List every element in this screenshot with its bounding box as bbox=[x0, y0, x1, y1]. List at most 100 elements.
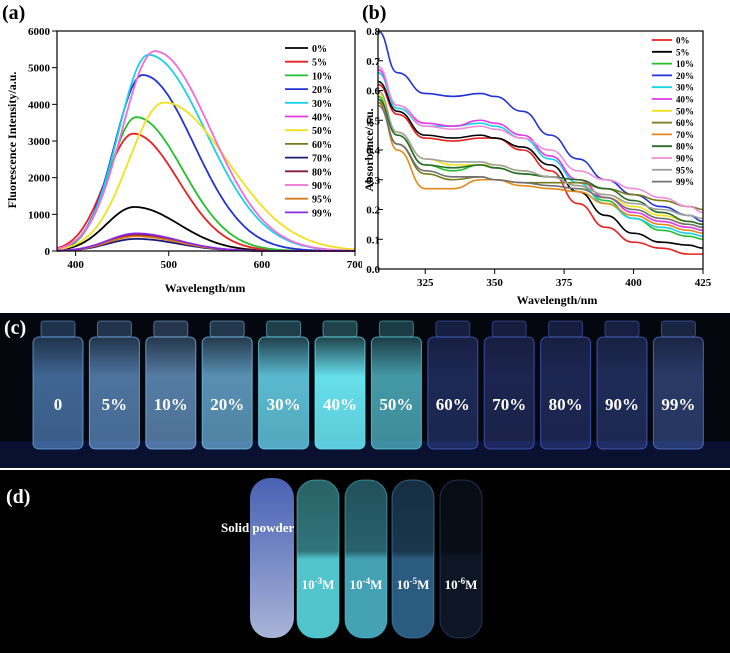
tube-body bbox=[296, 479, 340, 639]
vial-neck bbox=[96, 320, 132, 338]
legend-label-a: 99% bbox=[312, 208, 332, 219]
legend-label-a: 20% bbox=[312, 85, 332, 96]
solid-powder-tube bbox=[250, 478, 294, 638]
series-line-b-9 bbox=[377, 98, 704, 226]
vial-label: 60% bbox=[436, 395, 470, 414]
y-tick-label-a: 6000 bbox=[28, 26, 51, 38]
legend-label-b: 10% bbox=[676, 59, 694, 69]
vial-label: 20% bbox=[210, 395, 244, 414]
legend-label-b: 90% bbox=[676, 154, 694, 164]
tube-label: 10-3M bbox=[302, 576, 335, 592]
series-line-b-10 bbox=[377, 65, 704, 214]
vial-neck bbox=[548, 320, 584, 338]
vial-body bbox=[201, 336, 253, 450]
vial-neck bbox=[266, 320, 302, 338]
y-tick-label-b: 0.6 bbox=[366, 86, 380, 98]
y-tick-label-b: 0.7 bbox=[366, 56, 380, 68]
absorbance-chart: 325 350 375 400 425 0.0 0.1 0.2 0.3 0.4 0.5 0.6 0.7 0… bbox=[362, 26, 712, 307]
concentration-tube: 10-6M bbox=[439, 479, 483, 639]
vial-neck bbox=[604, 320, 640, 338]
vial: 30% bbox=[258, 320, 310, 450]
vial: 70% bbox=[483, 320, 535, 450]
series-line-b-0 bbox=[377, 83, 703, 255]
y-tick-label-b: 0.0 bbox=[366, 264, 380, 276]
vial-label: 80% bbox=[549, 395, 583, 414]
y-tick-label-a: 0 bbox=[45, 246, 51, 258]
x-tick-label-b: 375 bbox=[556, 277, 573, 289]
vial-label: 10% bbox=[154, 395, 188, 414]
vial-neck bbox=[209, 320, 245, 338]
tube-label: 10-6M bbox=[445, 576, 478, 592]
series-line-b-11 bbox=[377, 89, 704, 220]
vial-body bbox=[427, 336, 479, 450]
tube-label: 10-5M bbox=[397, 576, 430, 592]
vial-label: 30% bbox=[267, 395, 301, 414]
legend-label-b: 20% bbox=[676, 71, 694, 81]
vial: 90% bbox=[596, 320, 648, 450]
series-line-b-1 bbox=[377, 80, 704, 249]
vial-body bbox=[32, 336, 84, 450]
legend-label-b: 60% bbox=[676, 118, 694, 128]
tube-body bbox=[439, 479, 483, 639]
tube-body bbox=[391, 479, 435, 639]
x-axis-label-b: Wavelength/nm bbox=[517, 293, 598, 307]
x-tick-label-b: 400 bbox=[625, 277, 642, 289]
legend-label-b: 40% bbox=[676, 95, 694, 105]
y-tick-label-b: 0.8 bbox=[366, 26, 380, 38]
vial-label: 90% bbox=[605, 395, 639, 414]
vial-photo-c: (c) 0 5% 10% 20% 30% 40% 50% 60% 70% 80% 90% 99% bbox=[0, 313, 730, 468]
legend-label-a: 50% bbox=[312, 126, 332, 137]
x-axis-label-a: Wavelength/nm bbox=[165, 281, 246, 295]
series-line-a-4 bbox=[56, 53, 356, 252]
y-tick-label-a: 4000 bbox=[28, 99, 51, 111]
y-tick-label-a: 5000 bbox=[28, 63, 51, 75]
legend-label-a: 30% bbox=[312, 99, 332, 110]
series-line-a-10 bbox=[56, 50, 356, 252]
fluorescence-chart: 400 500 600 700 0 1000 2000 3000 4000 5000 6000 0%… bbox=[5, 26, 362, 295]
panel-label-b: (b) bbox=[362, 2, 387, 24]
concentration-tube: 10-3M bbox=[296, 479, 340, 639]
vial: 20% bbox=[201, 320, 253, 450]
vial: 40% bbox=[314, 320, 366, 450]
vials-illustration: 0 5% 10% 20% 30% 40% 50% 60% 70% 80% 90% 99% bbox=[0, 320, 730, 468]
series-line-a-3 bbox=[56, 74, 355, 252]
tubes-illustration: 10-3M 10-4M 10-5M 10-6M bbox=[250, 478, 483, 639]
legend-label-b: 0% bbox=[676, 36, 690, 46]
vial-neck bbox=[378, 320, 414, 338]
vial: 80% bbox=[540, 320, 592, 450]
vial-label: 70% bbox=[492, 395, 526, 414]
vial: 99% bbox=[652, 320, 704, 450]
y-tick-label-a: 2000 bbox=[28, 173, 51, 185]
vial: 0 bbox=[32, 320, 84, 450]
series-line-b-12 bbox=[377, 104, 704, 229]
y-tick-label-b: 0.4 bbox=[366, 145, 380, 157]
vial-body bbox=[258, 336, 310, 450]
concentration-tube: 10-4M bbox=[344, 479, 388, 639]
series-line-a-2 bbox=[56, 116, 355, 252]
y-tick-label-a: 1000 bbox=[28, 209, 51, 221]
vial-label: 99% bbox=[661, 395, 695, 414]
legend-label-b: 70% bbox=[676, 130, 694, 140]
vial-body bbox=[540, 336, 592, 450]
legend-label-a: 80% bbox=[312, 167, 332, 178]
vial-body bbox=[596, 336, 648, 450]
y-tick-label-b: 0.5 bbox=[366, 115, 380, 127]
vial-body bbox=[652, 336, 704, 450]
vial-label: 40% bbox=[323, 395, 357, 414]
legend-label-a: 90% bbox=[312, 181, 332, 192]
panel-label-a: (a) bbox=[2, 2, 26, 24]
vial-neck bbox=[40, 320, 76, 338]
legend-label-b: 30% bbox=[676, 83, 694, 93]
vial-neck bbox=[322, 320, 358, 338]
y-tick-label-b: 0.2 bbox=[366, 205, 380, 217]
x-tick-label-a: 700 bbox=[347, 259, 362, 271]
vial-neck bbox=[660, 320, 696, 338]
legend-label-b: 50% bbox=[676, 106, 694, 116]
x-tick-label-b: 325 bbox=[417, 277, 434, 289]
legend-label-b: 80% bbox=[676, 142, 694, 152]
vial-label: 5% bbox=[102, 395, 128, 414]
vial-body bbox=[483, 336, 535, 450]
vial-neck bbox=[153, 320, 189, 338]
vial-neck bbox=[435, 320, 471, 338]
panel-label-d: (d) bbox=[6, 486, 31, 508]
